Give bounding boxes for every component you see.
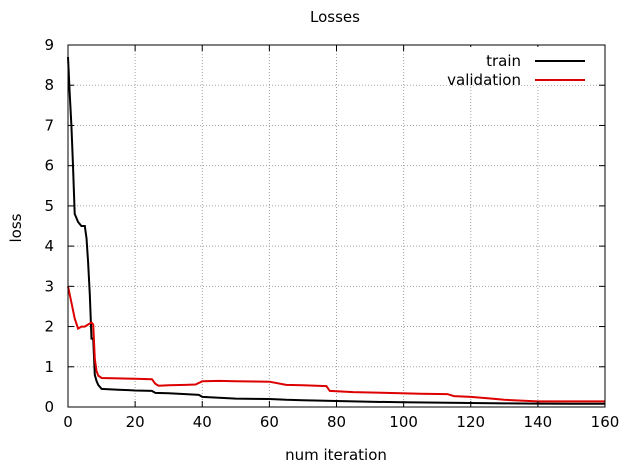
x-tick-label: 0 xyxy=(63,413,73,431)
x-tick-label: 120 xyxy=(456,413,485,431)
x-tick-label: 100 xyxy=(389,413,418,431)
grid-lines xyxy=(68,45,605,407)
y-tick-label: 1 xyxy=(44,358,54,376)
x-tick-label: 40 xyxy=(193,413,212,431)
series-line-train xyxy=(67,57,605,405)
x-tick-label: 60 xyxy=(260,413,279,431)
y-tick-label: 7 xyxy=(44,116,54,134)
y-tick-label: 9 xyxy=(44,36,54,54)
y-tick-label: 3 xyxy=(44,277,54,295)
x-axis-label: num iteration xyxy=(285,446,387,464)
series-lines xyxy=(67,57,605,405)
y-tick-label: 8 xyxy=(44,76,54,94)
x-tick-label: 140 xyxy=(524,413,553,431)
x-tick-label: 160 xyxy=(591,413,620,431)
x-tick-label: 20 xyxy=(126,413,145,431)
y-axis-label: loss xyxy=(7,213,25,242)
y-tick-label: 5 xyxy=(44,197,54,215)
legend-label-validation: validation xyxy=(447,71,521,89)
series-line-validation xyxy=(67,286,605,403)
y-tick-label: 2 xyxy=(44,318,54,336)
legend-label-train: train xyxy=(486,52,521,70)
chart-title: Losses xyxy=(310,8,360,26)
x-tick-label: 80 xyxy=(327,413,346,431)
axis-ticks: 0 20 40 60 80 100 120 140 160 0 1 2 3 4 5 6 7 8 9 xyxy=(44,36,619,431)
y-tick-label: 4 xyxy=(44,237,54,255)
y-tick-label: 6 xyxy=(44,157,54,175)
y-tick-label: 0 xyxy=(44,398,54,416)
